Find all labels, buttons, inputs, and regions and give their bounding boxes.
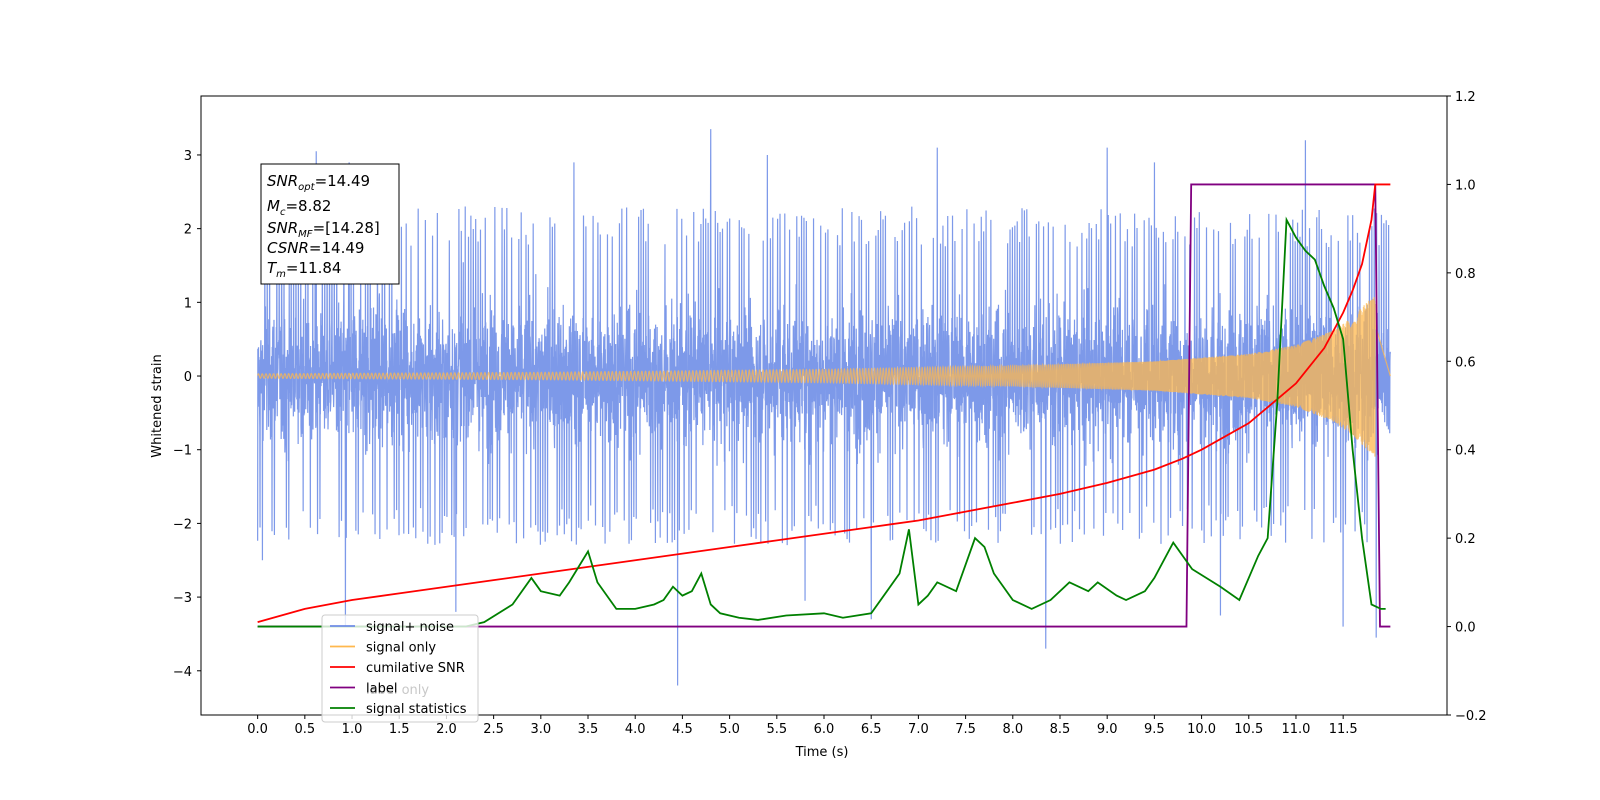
legend-label: cumilative SNR bbox=[366, 661, 465, 676]
y2-tick-label: 1.2 bbox=[1455, 90, 1476, 105]
legend-items: signal+ noise signal only cumilative SNR la… bbox=[330, 620, 467, 717]
y2-tick-label: 0.2 bbox=[1455, 532, 1476, 547]
x-axis: 0.0 0.5 1.0 1.5 2.0 2.5 3.0 3.5 4.0 4.5 5.0 5.5 6.0 6… bbox=[247, 715, 1358, 737]
x-tick-label: 11.5 bbox=[1329, 722, 1358, 737]
y2-tick-label: 0.0 bbox=[1455, 621, 1476, 636]
x-tick-label: 2.5 bbox=[483, 722, 504, 737]
info-snr-mf: SNRMF=[14.28] bbox=[267, 219, 380, 240]
series-signal-statistics bbox=[257, 216, 1386, 628]
info-tm: Tm=11.84 bbox=[267, 259, 341, 280]
legend-frame bbox=[321, 614, 479, 723]
y-tick-label: −3 bbox=[173, 591, 192, 606]
series-label bbox=[257, 183, 1391, 628]
x-tick-label: 5.0 bbox=[719, 722, 740, 737]
series-cumulative-snr bbox=[257, 183, 1391, 624]
y2-tick-label: 0.4 bbox=[1455, 444, 1476, 459]
x-tick-label: 4.0 bbox=[625, 722, 646, 737]
y2-tick-label: 0.8 bbox=[1455, 267, 1476, 282]
legend-label: signal statistics bbox=[366, 702, 467, 717]
x-tick-label: 1.5 bbox=[389, 722, 410, 737]
y2-tick-label: −0.2 bbox=[1455, 709, 1487, 724]
y-tick-label: 0 bbox=[184, 370, 192, 385]
y-tick-label: −2 bbox=[173, 517, 192, 532]
x-tick-label: 5.5 bbox=[766, 722, 787, 737]
x-axis-label: Time (s) bbox=[795, 745, 849, 760]
y2-tick-label: 0.6 bbox=[1455, 355, 1476, 370]
y2-tick-label: 1.0 bbox=[1455, 178, 1476, 193]
x-tick-label: 10.0 bbox=[1187, 722, 1216, 737]
y-tick-label: −4 bbox=[173, 665, 192, 680]
y-axis-left: 3 2 1 0 −1 −2 −3 −4 bbox=[173, 149, 201, 680]
x-tick-label: 7.0 bbox=[908, 722, 929, 737]
legend-hidden-label: label only bbox=[366, 683, 429, 698]
legend-label: signal+ noise bbox=[366, 620, 454, 635]
info-csnr: CSNR=14.49 bbox=[267, 239, 364, 257]
x-tick-label: 0.5 bbox=[294, 722, 315, 737]
x-tick-label: 7.5 bbox=[955, 722, 976, 737]
x-tick-label: 6.0 bbox=[814, 722, 835, 737]
info-snr-opt: SNRopt=14.49 bbox=[267, 172, 370, 193]
x-tick-label: 10.5 bbox=[1234, 722, 1263, 737]
y-axis-right: 1.2 1.0 0.8 0.6 0.4 0.2 0.0 −0.2 bbox=[1447, 90, 1487, 724]
x-tick-label: 3.5 bbox=[578, 722, 599, 737]
info-box-frame bbox=[260, 163, 400, 285]
x-tick-label: 11.0 bbox=[1281, 722, 1310, 737]
x-tick-label: 4.5 bbox=[672, 722, 693, 737]
series-layer bbox=[257, 129, 1391, 686]
legend: label only signal+ noise signal only cumil… bbox=[321, 614, 479, 723]
x-tick-label: 1.0 bbox=[342, 722, 363, 737]
y-axis-label: Whitened strain bbox=[150, 354, 165, 457]
x-tick-label: 3.0 bbox=[530, 722, 551, 737]
x-tick-label: 9.5 bbox=[1144, 722, 1165, 737]
x-tick-label: 2.0 bbox=[436, 722, 457, 737]
legend-label: label bbox=[366, 682, 397, 697]
y-tick-label: −1 bbox=[173, 444, 192, 459]
x-tick-label: 6.5 bbox=[861, 722, 882, 737]
x-tick-label: 9.0 bbox=[1097, 722, 1118, 737]
y-tick-label: 3 bbox=[184, 149, 192, 164]
x-tick-label: 8.5 bbox=[1050, 722, 1071, 737]
y-tick-label: 1 bbox=[184, 296, 192, 311]
legend-label: signal only bbox=[366, 641, 436, 656]
x-tick-label: 0.0 bbox=[247, 722, 268, 737]
info-mc: Mc=8.82 bbox=[267, 197, 331, 218]
info-box: SNRopt=14.49 Mc=8.82 SNRMF=[14.28] CSNR=… bbox=[260, 163, 400, 285]
x-tick-label: 8.0 bbox=[1002, 722, 1023, 737]
y-tick-label: 2 bbox=[184, 223, 192, 238]
